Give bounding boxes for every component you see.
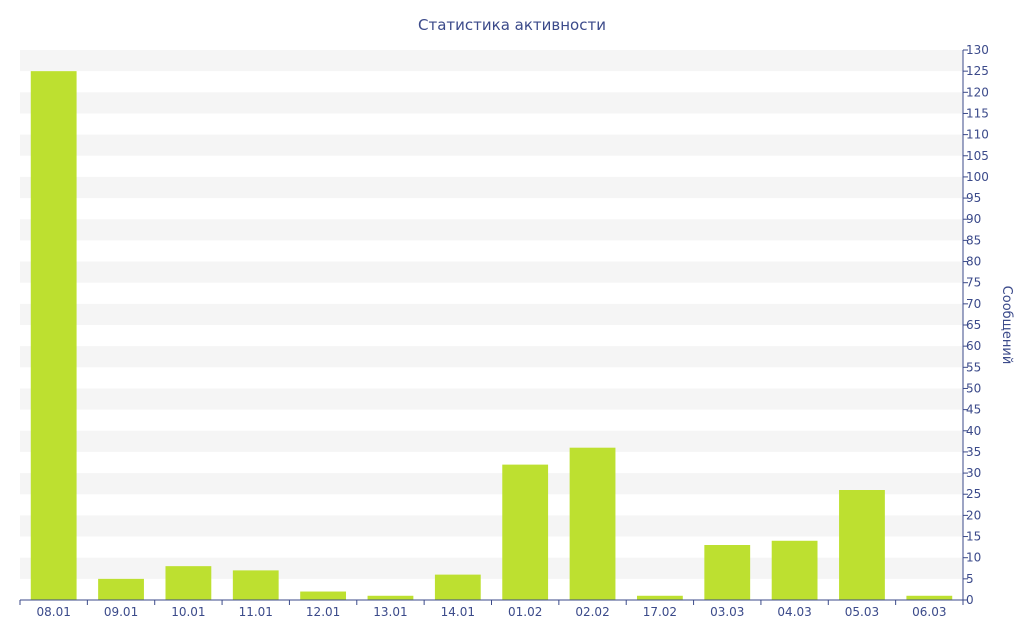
y-tick-label: 115 <box>966 106 989 120</box>
bars-group <box>30 71 953 600</box>
y-tick-label: 10 <box>966 551 981 565</box>
chart-title: Статистика активности <box>418 16 606 34</box>
x-tick-label: 08.01 <box>36 605 70 619</box>
grid-band <box>20 346 963 368</box>
y-tick-label: 45 <box>966 403 981 417</box>
grid-band <box>20 557 963 579</box>
x-tick-label: 04.03 <box>777 605 811 619</box>
y-tick-label: 65 <box>966 318 981 332</box>
y-tick-label: 5 <box>966 572 974 586</box>
y-tick-label: 100 <box>966 170 989 184</box>
y-tick-label: 50 <box>966 381 981 395</box>
y-tick-label: 80 <box>966 255 981 269</box>
y-axis-label: Сообщений <box>999 286 1014 365</box>
grid-band <box>20 50 963 72</box>
y-tick-label: 75 <box>966 276 981 290</box>
bar <box>434 574 481 600</box>
grid-band <box>20 473 963 495</box>
y-tick-label: 30 <box>966 466 981 480</box>
y-tick-label: 130 <box>966 43 989 57</box>
x-tick-label: 05.03 <box>845 605 879 619</box>
grid-band <box>20 176 963 199</box>
grid-band <box>20 303 963 325</box>
bar <box>569 447 616 600</box>
x-ticks: 08.01 09.01 10.01 11.01 12.01 13.01 14.01 01.02… <box>19 600 964 619</box>
bar <box>771 540 818 600</box>
grid-band <box>20 261 963 283</box>
x-tick-label: 01.02 <box>508 605 542 619</box>
bar <box>300 591 347 600</box>
x-tick-label: 11.01 <box>239 605 273 619</box>
y-tick-label: 125 <box>966 64 989 78</box>
bar <box>165 566 212 600</box>
y-tick-label: 90 <box>966 212 981 226</box>
bar <box>98 578 144 600</box>
bar <box>232 570 279 600</box>
x-tick-label: 17.02 <box>643 605 677 619</box>
x-tick-label: 03.03 <box>710 605 744 619</box>
y-tick-label: 95 <box>966 191 981 205</box>
grid-band <box>20 92 963 114</box>
y-tick-label: 0 <box>966 593 974 607</box>
y-tick-label: 35 <box>966 445 981 459</box>
x-tick-label: 13.01 <box>373 605 407 619</box>
bar <box>636 595 683 600</box>
y-tick-label: 110 <box>966 128 989 142</box>
y-tick-label: 25 <box>966 487 981 501</box>
bar <box>839 490 885 600</box>
y-ticks: 0 5 10 15 20 25 30 35 40 45 50 55 60 65 70 75 80 85 90 95 10… <box>963 43 989 607</box>
bar <box>367 595 414 600</box>
y-tick-label: 15 <box>966 530 981 544</box>
x-tick-label: 02.02 <box>575 605 609 619</box>
bar <box>30 71 77 600</box>
x-tick-label: 06.03 <box>912 605 946 619</box>
y-tick-label: 55 <box>966 360 981 374</box>
x-tick-label: 09.01 <box>104 605 138 619</box>
y-tick-label: 105 <box>966 149 989 163</box>
bar <box>502 464 549 600</box>
x-tick-label: 10.01 <box>171 605 205 619</box>
grid-band <box>20 388 963 410</box>
grid-band <box>20 515 963 537</box>
x-tick-label: 12.01 <box>306 605 340 619</box>
y-tick-label: 20 <box>966 508 981 522</box>
y-tick-label: 70 <box>966 297 981 311</box>
grid-band <box>20 134 963 156</box>
y-tick-label: 60 <box>966 339 981 353</box>
grid-bands <box>20 50 963 579</box>
grid-band <box>20 219 963 241</box>
y-tick-label: 85 <box>966 233 981 247</box>
y-tick-label: 120 <box>966 85 989 99</box>
y-tick-label: 40 <box>966 424 981 438</box>
x-tick-label: 14.01 <box>441 605 475 619</box>
bar <box>906 595 953 600</box>
bar <box>704 545 751 600</box>
grid-band <box>20 430 963 452</box>
